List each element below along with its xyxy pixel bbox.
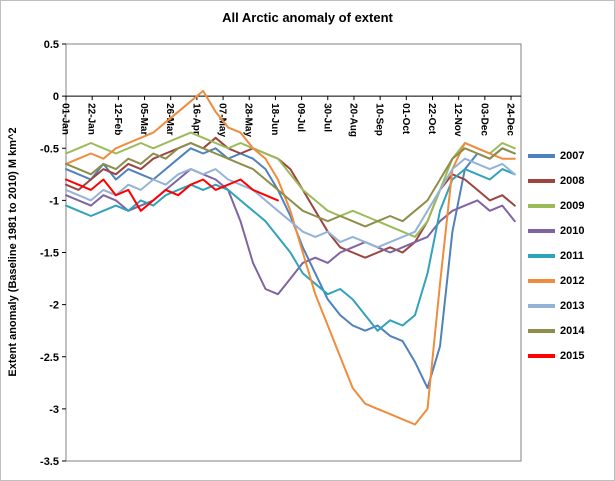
x-tick-label: 09-Jul	[295, 103, 306, 132]
legend-label-2008: 2008	[560, 175, 585, 187]
x-tick-label: 28-May	[243, 103, 254, 137]
y-tick-label: -2.5	[40, 352, 59, 364]
y-tick-label: -3.5	[40, 456, 59, 468]
legend-item-2014: 2014	[528, 323, 584, 339]
x-tick-label: 16-Apr	[190, 103, 201, 135]
x-tick-label: 10-Sep	[374, 103, 385, 136]
y-tick-label: -2	[49, 300, 59, 312]
x-tick-label: 22-Jan	[86, 103, 97, 135]
x-tick-label: 05-Mar	[138, 103, 149, 135]
x-tick-label: 03-Dec	[478, 103, 489, 136]
legend-item-2010: 2010	[528, 223, 584, 239]
series-line-2014	[65, 142, 516, 228]
legend-swatch-2008	[528, 179, 555, 183]
legend-label-2009: 2009	[560, 200, 585, 212]
legend-swatch-2009	[528, 204, 555, 208]
legend-label-2013: 2013	[560, 300, 585, 312]
legend-swatch-2011	[528, 254, 555, 258]
chart-title: All Arctic anomaly of extent	[222, 10, 393, 25]
legend-swatch-2010	[528, 229, 555, 233]
legend-swatch-2007	[528, 154, 555, 158]
x-tick-label: 12-Nov	[452, 103, 463, 137]
x-tick-label: 30-Jul	[321, 103, 332, 132]
y-tick-label: 0	[53, 91, 59, 103]
legend-item-2009: 2009	[528, 198, 584, 214]
x-tick-label: 01-Jan	[60, 103, 71, 135]
y-tick-label: -1.5	[40, 248, 59, 260]
x-tick-label: 22-Oct	[426, 103, 437, 135]
series-line-2007	[65, 147, 516, 389]
legend-item-2011: 2011	[528, 248, 584, 264]
x-tick-label: 24-Dec	[505, 103, 516, 136]
legend-label-2015: 2015	[560, 350, 585, 362]
x-tick-label: 12-Feb	[112, 103, 123, 135]
x-tick-label: 18-Jun	[269, 103, 280, 135]
legend-swatch-2012	[528, 279, 555, 283]
legend-swatch-2014	[528, 329, 555, 333]
legend-swatch-2015	[528, 354, 555, 358]
series-line-2010	[65, 168, 516, 296]
series-line-2013	[65, 157, 516, 249]
legend-item-2015: 2015	[528, 348, 584, 364]
legend-item-2007: 2007	[528, 148, 584, 164]
x-tick-label: 20-Aug	[347, 103, 358, 137]
series-line-2011	[65, 168, 516, 332]
legend: 2007 2008 2009 2010 2011 2012 2013 2014 2015	[528, 148, 584, 364]
y-tick-label: -3	[49, 404, 59, 416]
legend-item-2012: 2012	[528, 273, 584, 289]
legend-item-2013: 2013	[528, 298, 584, 314]
legend-label-2014: 2014	[560, 325, 585, 337]
series-line-2015	[65, 178, 279, 212]
y-tick-label: -1	[49, 195, 59, 207]
legend-label-2011: 2011	[560, 250, 584, 262]
series-line-2012	[65, 89, 516, 426]
y-tick-label: -0.5	[40, 143, 59, 155]
legend-label-2007: 2007	[560, 150, 585, 162]
x-tick-label: 01-Oct	[400, 103, 411, 135]
legend-swatch-2013	[528, 304, 555, 308]
legend-label-2012: 2012	[560, 275, 585, 287]
legend-label-2010: 2010	[560, 225, 585, 237]
y-tick-label: 0.5	[44, 39, 59, 51]
legend-item-2008: 2008	[528, 173, 584, 189]
